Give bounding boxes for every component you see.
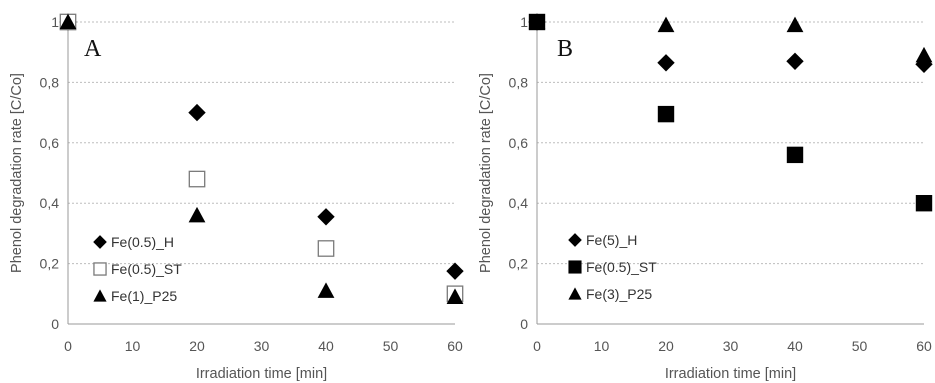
- data-point: [657, 54, 675, 72]
- x-tick-label: 50: [852, 338, 868, 354]
- series-2-group: [59, 13, 464, 303]
- x-axis-title: Irradiation time [min]: [196, 366, 327, 382]
- legend-label: Fe(5)_H: [586, 232, 637, 248]
- data-point: [317, 208, 335, 226]
- data-point: [786, 52, 804, 70]
- data-point: [786, 16, 804, 33]
- data-point: [528, 13, 546, 30]
- x-tick-label: 10: [594, 338, 610, 354]
- legend-marker: [93, 289, 107, 302]
- data-point: [317, 240, 335, 257]
- x-tick-label: 20: [658, 338, 674, 354]
- data-point: [657, 16, 675, 33]
- y-tick-label: 1: [520, 14, 528, 30]
- data-point: [59, 13, 77, 30]
- y-tick-label: 0,8: [40, 74, 60, 90]
- data-point: [446, 288, 464, 304]
- y-tick-label: 0: [51, 316, 59, 332]
- y-axis-title: Phenol degradation rate [C/Co]: [478, 73, 494, 273]
- x-tick-label: 20: [189, 338, 205, 354]
- legend-label: Fe(0.5)_H: [111, 234, 174, 250]
- legend-label: Fe(1)_P25: [111, 288, 177, 304]
- y-axis-title: Phenol degradation rate [C/Co]: [9, 73, 25, 273]
- y-tick-label: 1: [51, 14, 59, 30]
- data-point: [657, 105, 675, 123]
- y-tick-label: 0,6: [40, 135, 60, 151]
- x-tick-label: 10: [125, 338, 141, 354]
- data-point: [915, 46, 933, 63]
- y-tick-label: 0,4: [509, 195, 529, 211]
- x-tick-label: 50: [383, 338, 399, 354]
- x-tick-label: 60: [447, 338, 463, 354]
- y-tick-label: 0,4: [40, 195, 60, 211]
- legend-label: Fe(3)_P25: [586, 286, 652, 302]
- legend-marker: [568, 260, 582, 274]
- y-tick-label: 0,8: [509, 74, 529, 90]
- legend-marker: [93, 262, 107, 276]
- x-tick-label: 0: [64, 338, 72, 354]
- legend-label: Fe(0.5)_ST: [111, 261, 182, 277]
- y-tick-label: 0: [520, 316, 528, 332]
- data-point: [786, 146, 804, 164]
- data-point: [188, 103, 206, 122]
- series-3-group: [59, 13, 464, 304]
- y-tick-label: 0,2: [40, 256, 60, 272]
- data-point: [915, 195, 933, 212]
- x-axis-title: Irradiation time [min]: [665, 366, 796, 382]
- panel-letter: A: [84, 36, 102, 62]
- legend-marker: [568, 287, 582, 300]
- data-point: [188, 170, 206, 188]
- data-point: [446, 262, 464, 280]
- legend-marker: [93, 235, 107, 249]
- legend-marker: [568, 233, 582, 247]
- x-tick-label: 0: [533, 338, 541, 354]
- x-tick-label: 30: [723, 338, 739, 354]
- data-point: [188, 206, 206, 223]
- panel-letter: B: [557, 36, 573, 62]
- x-tick-label: 30: [254, 338, 270, 354]
- x-tick-label: 40: [318, 338, 334, 354]
- chart-panel-a: 0 0,2 0,4 0,6 0,8 1 0 10 20 30 40 50 60 Irradiation t…: [0, 0, 466, 383]
- x-tick-label: 60: [916, 338, 932, 354]
- series-3-group: [528, 13, 933, 63]
- data-point: [317, 282, 335, 298]
- y-tick-label: 0,6: [509, 135, 529, 151]
- chart-panel-b: 0 0,2 0,4 0,6 0,8 1 0 10 20 30 40 50 60 Irradiation t…: [469, 0, 935, 383]
- series-2-group: [528, 13, 933, 212]
- x-tick-label: 40: [787, 338, 803, 354]
- y-tick-label: 0,2: [509, 256, 529, 272]
- legend-label: Fe(0.5)_ST: [586, 259, 657, 275]
